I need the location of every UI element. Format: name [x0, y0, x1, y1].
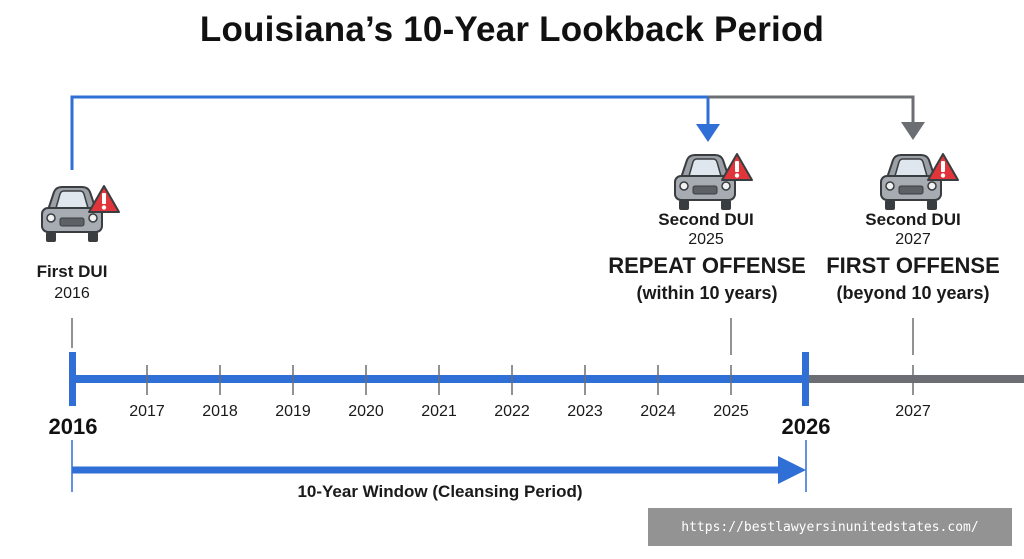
repeat-offense-label: REPEAT OFFENSE: [608, 253, 806, 278]
car-icon: [880, 153, 959, 210]
tick-label-2017: 2017: [129, 403, 165, 420]
second-dui-2027-year: 2027: [895, 231, 931, 248]
warning-icon: [88, 185, 120, 213]
repeat-offense-detail: (within 10 years): [636, 283, 778, 303]
window-label: 10-Year Window (Cleansing Period): [297, 482, 583, 501]
tick-label-2022: 2022: [494, 403, 530, 420]
arrow-right-icon: [778, 456, 806, 484]
second-dui-2027-label: Second DUI: [865, 210, 961, 229]
tick-label-2018: 2018: [202, 403, 238, 420]
second-dui-2025-year: 2025: [688, 231, 724, 248]
tick-label-2027: 2027: [895, 403, 931, 420]
first-dui-year: 2016: [54, 285, 90, 302]
start-cap: [69, 352, 76, 406]
tick-label-2024: 2024: [640, 403, 676, 420]
first-offense-label: FIRST OFFENSE: [826, 253, 1000, 278]
end-year-label: 2026: [781, 414, 831, 439]
first-offense-detail: (beyond 10 years): [836, 283, 990, 303]
warning-icon: [927, 153, 959, 181]
tick-label-2025: 2025: [713, 403, 749, 420]
car-icon: [41, 185, 120, 242]
watermark-url: https://bestlawyersinunitedstates.com/: [648, 508, 1012, 546]
arrow-down-icon: [696, 124, 720, 142]
arrow-down-icon: [901, 122, 925, 140]
connector-to-2027: [708, 95, 915, 126]
tick-label-2020: 2020: [348, 403, 384, 420]
car-icon: [674, 153, 753, 210]
connector-to-2025: [70, 95, 710, 170]
tick-label-2019: 2019: [275, 403, 311, 420]
first-dui-label: First DUI: [36, 262, 108, 281]
end-cap: [802, 352, 809, 406]
page-title: Louisiana’s 10-Year Lookback Period: [199, 10, 825, 49]
start-year-label: 2016: [48, 414, 98, 439]
tick-label-2023: 2023: [567, 403, 603, 420]
second-dui-2025-label: Second DUI: [658, 210, 754, 229]
tick-label-2021: 2021: [421, 403, 457, 420]
warning-icon: [721, 153, 753, 181]
